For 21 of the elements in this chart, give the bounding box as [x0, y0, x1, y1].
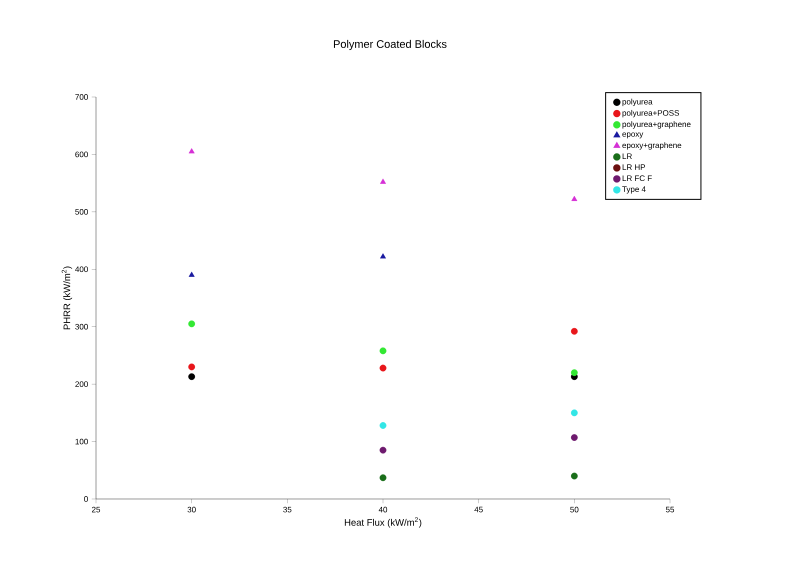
point	[380, 347, 386, 354]
point	[188, 272, 195, 277]
point	[188, 148, 195, 154]
point	[380, 364, 386, 372]
point	[188, 320, 196, 328]
point	[570, 328, 578, 335]
point	[570, 409, 578, 416]
point	[188, 373, 196, 380]
point	[380, 253, 386, 258]
point	[188, 364, 196, 370]
point	[380, 422, 386, 429]
point	[380, 446, 386, 454]
point	[380, 474, 386, 482]
point	[570, 472, 578, 480]
point	[570, 369, 578, 376]
point	[570, 434, 578, 441]
point	[380, 178, 386, 184]
x-axis-title: Heat Flux (kW/m$^{2}$)	[344, 517, 422, 528]
y-axis-title: PHRR (kW/m$^{2}$)	[62, 266, 72, 330]
chart-title: Polymer Coated Blocks	[334, 40, 447, 50]
point	[571, 196, 578, 202]
